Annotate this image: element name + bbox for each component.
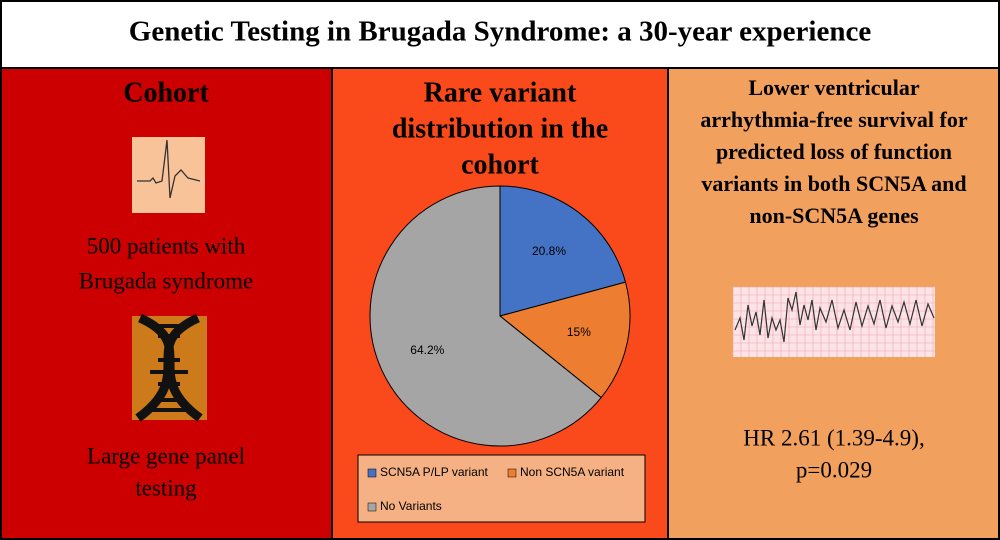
pie-slice (499, 185, 627, 317)
panel-title: Cohort (123, 77, 209, 108)
slice-label: 15% (567, 325, 591, 339)
panel-text: Large gene panel (87, 443, 245, 468)
legend-label: Non SCN5A variant (520, 465, 625, 479)
pie-slice (369, 185, 602, 447)
legend-swatch (507, 468, 517, 478)
panel-title: distribution in the (392, 113, 608, 144)
legend-swatch (367, 468, 377, 478)
legend-swatch (367, 502, 377, 512)
panel-title: non-SCN5A genes (749, 203, 919, 228)
panel-text: testing (135, 475, 197, 500)
ecg-icon (132, 137, 205, 213)
panel-title: variants in both SCN5A and (701, 171, 966, 196)
dna-icon (132, 313, 207, 422)
pie-slice (498, 281, 631, 399)
title-box (0, 0, 1000, 69)
panel-title: cohort (461, 149, 539, 180)
panel-title: Lower ventricular (748, 75, 920, 100)
legend-label: No Variants (380, 499, 442, 513)
panel-text: Brugada syndrome (79, 268, 253, 293)
panel-text: 500 patients with (87, 233, 246, 258)
panel-text: p=0.029 (796, 457, 872, 482)
panel-title: arrhythmia-free survival for (700, 107, 967, 132)
panel-title: predicted loss of function (716, 139, 952, 164)
panel-title: Rare variant (424, 77, 577, 108)
slice-label: 20.8% (532, 244, 566, 258)
slice-label: 64.2% (410, 343, 444, 357)
main-title: Genetic Testing in Brugada Syndrome: a 3… (129, 16, 872, 48)
rhythm-strip-icon (732, 286, 935, 357)
panel-text: HR 2.61 (1.39-4.9), (743, 425, 924, 450)
legend-box (357, 454, 646, 523)
legend-label: SCN5A P/LP variant (380, 465, 489, 479)
